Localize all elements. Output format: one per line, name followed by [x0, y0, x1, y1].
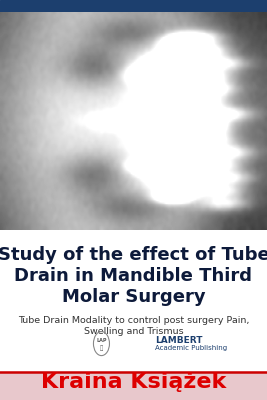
Text: Pratiksha  Priyadarshni: Pratiksha Priyadarshni — [157, 200, 256, 210]
Text: ⌣: ⌣ — [100, 345, 103, 351]
Text: Kanwaldeep Soodan: Kanwaldeep Soodan — [169, 187, 256, 196]
Text: Kraina Książek: Kraina Książek — [41, 372, 226, 392]
Bar — [0, 0, 267, 12]
Text: Rajesh Kshirsagar: Rajesh Kshirsagar — [179, 214, 256, 222]
Text: Study of the effect of Tube
Drain in Mandible Third
Molar Surgery: Study of the effect of Tube Drain in Man… — [0, 246, 267, 306]
Text: LAMBERT: LAMBERT — [155, 336, 202, 345]
Bar — [0, 372, 267, 400]
Text: Tube Drain Modality to control post surgery Pain,
Swelling and Trismus: Tube Drain Modality to control post surg… — [18, 316, 249, 336]
Bar — [0, 230, 267, 372]
Text: LAP: LAP — [96, 338, 107, 342]
Text: Academic Publishing: Academic Publishing — [155, 344, 227, 350]
